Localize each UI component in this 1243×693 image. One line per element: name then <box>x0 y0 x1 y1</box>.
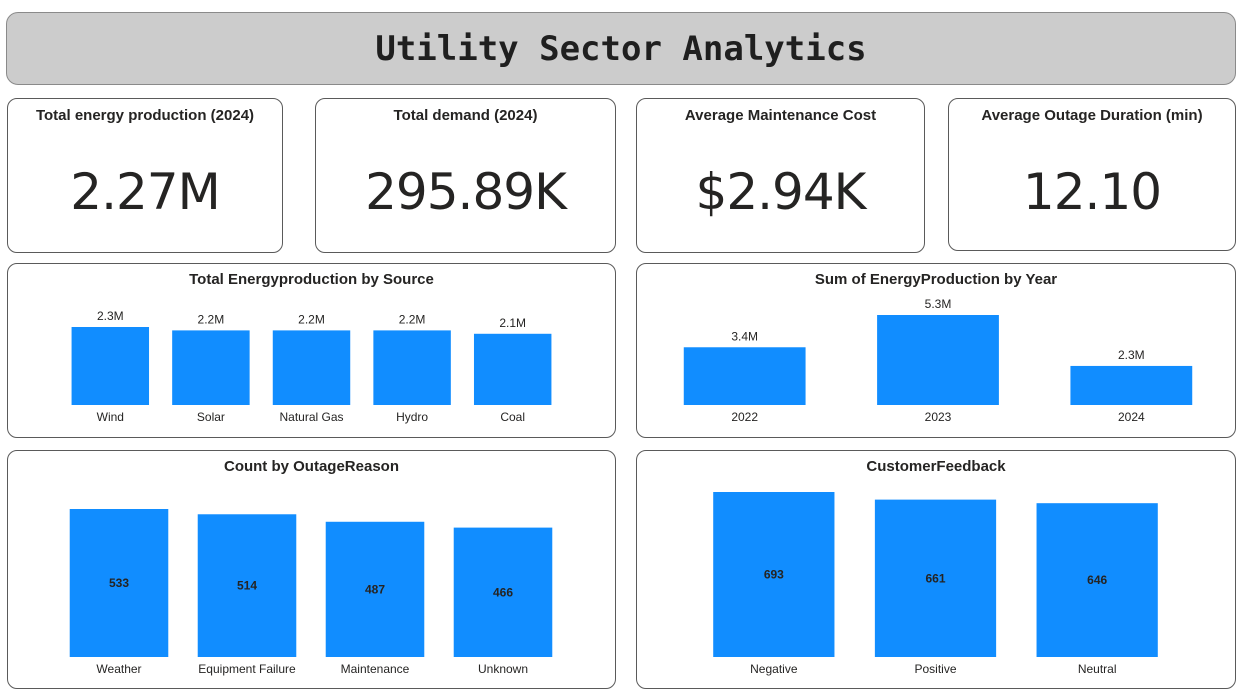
x-tick-label: Equipment Failure <box>198 662 296 676</box>
data-label: 514 <box>237 579 257 593</box>
bar-negative[interactable] <box>713 492 835 657</box>
chart-energy-by-year: 3.4M 2022 5.3M 2023 2.3M 2024 <box>683 297 1193 424</box>
data-label: 2.3M <box>97 309 124 323</box>
x-tick-label: Positive <box>914 662 956 676</box>
kpi-title: Average Maintenance Cost <box>684 107 877 124</box>
x-tick-label: Weather <box>96 662 141 676</box>
kpi-title: Total demand (2024) <box>393 107 538 124</box>
x-tick-label: Coal <box>500 410 525 424</box>
kpi-card-total-demand[interactable]: Total demand (2024) 295.89K <box>315 98 616 253</box>
chart-outage-reason: 533 Weather 514 Equipment Failure 487 Mainten… <box>69 509 553 676</box>
bar-2022[interactable] <box>683 347 806 405</box>
bar-natural-gas[interactable] <box>272 330 351 405</box>
chart-customer-feedback: 693 Negative 661 Positive 646 Neutral <box>713 492 1158 676</box>
chart-title: Count by OutageReason <box>223 458 399 475</box>
chart-energy-by-source: 2.3M Wind 2.2M Solar 2.2M Natural Gas 2.2M Hydr… <box>71 309 552 424</box>
bar-unknown[interactable] <box>453 527 553 657</box>
chart-title: CustomerFeedback <box>866 458 1006 475</box>
x-tick-label: 2024 <box>1118 410 1145 424</box>
x-tick-label: 2022 <box>731 410 758 424</box>
kpi-value: 12.10 <box>1022 163 1162 221</box>
kpi-title: Total energy production (2024) <box>35 107 255 124</box>
bar-neutral[interactable] <box>1036 503 1158 657</box>
kpi-card-energy-production[interactable]: Total energy production (2024) 2.27M <box>7 98 283 253</box>
data-label: 2.1M <box>499 316 526 330</box>
x-tick-label: Natural Gas <box>279 410 343 424</box>
data-label: 2.2M <box>399 312 426 326</box>
x-tick-label: Unknown <box>478 662 528 676</box>
x-tick-label: Solar <box>197 410 225 424</box>
kpi-value: 2.27M <box>70 163 220 221</box>
chart-card-energy-by-source[interactable]: Total Energyproduction by Source 2.3M Win… <box>7 263 616 438</box>
data-label: 661 <box>925 571 945 585</box>
bar-2023[interactable] <box>877 315 999 405</box>
data-label: 2.2M <box>298 312 325 326</box>
kpi-card-maintenance-cost[interactable]: Average Maintenance Cost $2.94K <box>636 98 925 253</box>
kpi-card-outage-duration[interactable]: Average Outage Duration (min) 12.10 <box>948 98 1236 251</box>
kpi-title: Average Outage Duration (min) <box>981 107 1203 124</box>
data-label: 5.3M <box>925 297 952 311</box>
bar-maintenance[interactable] <box>325 521 425 657</box>
x-tick-label: Neutral <box>1078 662 1117 676</box>
data-label: 3.4M <box>731 329 758 343</box>
data-label: 693 <box>764 568 784 582</box>
kpi-value: 295.89K <box>365 163 567 221</box>
data-label: 2.3M <box>1118 348 1145 362</box>
bar-2024[interactable] <box>1070 365 1193 405</box>
chart-card-outage-reason[interactable]: Count by OutageReason 533 Weather 514 Equip… <box>7 450 616 689</box>
x-tick-label: Wind <box>97 410 124 424</box>
bar-wind[interactable] <box>71 327 150 405</box>
data-label: 487 <box>365 582 385 596</box>
bar-hydro[interactable] <box>373 330 451 405</box>
chart-title: Total Energyproduction by Source <box>189 271 434 288</box>
bar-equipment-failure[interactable] <box>197 514 297 657</box>
x-tick-label: Hydro <box>396 410 428 424</box>
bar-solar[interactable] <box>172 330 250 405</box>
bar-positive[interactable] <box>874 499 997 657</box>
data-label: 646 <box>1087 573 1107 587</box>
chart-card-energy-by-year[interactable]: Sum of EnergyProduction by Year 3.4M 2022… <box>636 263 1236 438</box>
data-label: 466 <box>493 585 513 599</box>
x-tick-label: Negative <box>750 662 798 676</box>
x-tick-label: Maintenance <box>341 662 410 676</box>
bar-coal[interactable] <box>473 333 552 405</box>
x-tick-label: 2023 <box>925 410 952 424</box>
bar-weather[interactable] <box>69 509 169 657</box>
dashboard-title: Utility Sector Analytics <box>6 12 1236 85</box>
data-label: 533 <box>109 576 129 590</box>
chart-title: Sum of EnergyProduction by Year <box>814 271 1058 288</box>
chart-card-customer-feedback[interactable]: CustomerFeedback 693 Negative 661 Positive 6… <box>636 450 1236 689</box>
data-label: 2.2M <box>198 312 225 326</box>
kpi-value: $2.94K <box>695 163 867 221</box>
